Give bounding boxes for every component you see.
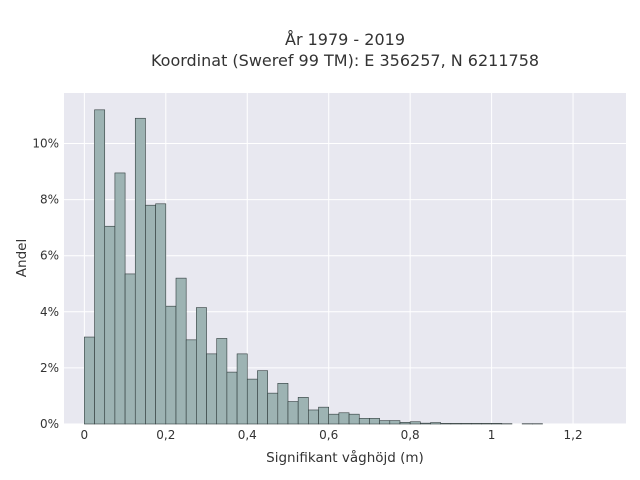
histogram-bar <box>84 336 95 425</box>
histogram-bar <box>420 422 431 425</box>
x-tick-label: 0,2 <box>156 428 175 442</box>
histogram-bar <box>267 392 279 425</box>
y-axis-label: Andel <box>14 239 30 277</box>
histogram-bar <box>318 406 330 425</box>
histogram-bar <box>460 423 472 425</box>
histogram-bar <box>491 423 503 425</box>
histogram-bars <box>84 109 543 425</box>
histogram-bar <box>308 409 319 425</box>
histogram-bar <box>328 413 340 425</box>
histogram-bar <box>114 172 126 425</box>
histogram-bar <box>470 423 482 425</box>
title-line-1: År 1979 - 2019 <box>285 30 405 49</box>
y-tick-label: 4% <box>40 305 59 319</box>
histogram-bar <box>155 203 167 425</box>
x-axis-label: Signifikant våghöjd (m) <box>266 449 424 466</box>
histogram-bar <box>450 423 462 425</box>
y-tick-label: 10% <box>32 136 59 150</box>
histogram-bar <box>185 339 197 425</box>
histogram-bar <box>165 305 177 425</box>
x-tick-label: 0,8 <box>401 428 420 442</box>
histogram-bar <box>277 383 289 425</box>
histogram-bar <box>236 353 248 425</box>
histogram-bar <box>481 423 492 425</box>
x-tick-label: 1,2 <box>564 428 583 442</box>
histogram-bar <box>379 420 391 425</box>
histogram-bar <box>124 273 136 425</box>
x-tick-label: 0,6 <box>319 428 338 442</box>
y-tick-label: 6% <box>40 249 59 263</box>
histogram-bar <box>104 225 116 425</box>
histogram-bar <box>297 397 309 425</box>
histogram-bar <box>206 353 218 425</box>
histogram-bar <box>134 117 146 425</box>
y-tick-label: 0% <box>40 417 59 431</box>
histogram-bar <box>287 401 299 425</box>
histogram-bar <box>246 378 258 425</box>
histogram-bar <box>94 109 106 425</box>
y-tick-label: 8% <box>40 193 59 207</box>
histogram-bar <box>430 422 442 425</box>
histogram-bar <box>440 423 452 425</box>
histogram-bar <box>399 422 411 425</box>
histogram-bar <box>389 420 401 425</box>
histogram-bar <box>196 307 207 425</box>
histogram-bar <box>145 204 156 425</box>
histogram-bar <box>348 413 360 425</box>
title-line-2: Koordinat (Sweref 99 TM): E 356257, N 62… <box>151 51 539 70</box>
x-axis-ticks: 0 0,2 0,4 0,6 0,8 1 1,2 <box>81 428 583 442</box>
x-tick-label: 0 <box>81 428 89 442</box>
y-tick-label: 2% <box>40 361 59 375</box>
y-axis-ticks: 0% 2% 4% 6% 8% 10% <box>32 136 59 431</box>
x-tick-label: 1 <box>488 428 496 442</box>
histogram-bar <box>257 370 268 425</box>
histogram-bar <box>216 338 228 425</box>
histogram-bar <box>358 418 370 425</box>
histogram-bar <box>409 421 421 425</box>
x-tick-label: 0,4 <box>238 428 257 442</box>
histogram-bar <box>338 412 350 425</box>
histogram-bar <box>369 418 380 425</box>
histogram-bar <box>226 371 238 425</box>
histogram-bar <box>175 277 187 425</box>
chart-title: År 1979 - 2019 Koordinat (Sweref 99 TM):… <box>151 30 539 70</box>
